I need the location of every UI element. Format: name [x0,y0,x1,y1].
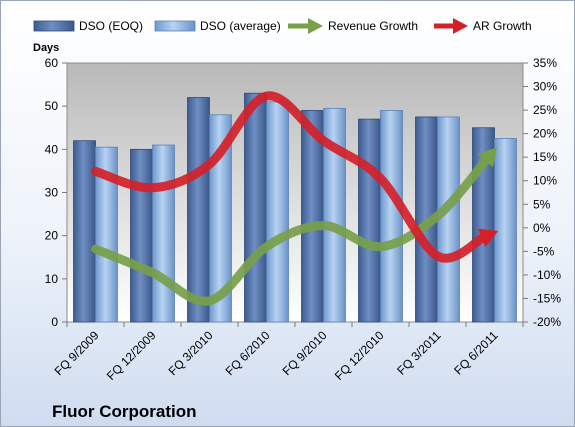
legend: DSO (EOQ) DSO (average) Revenue Growth A… [33,18,532,34]
y-left-tick-label: 40 [45,142,59,156]
bar-dso-average [95,146,118,323]
x-tick-label: FQ 6/2011 [451,328,501,378]
legend-label-ar-growth: AR Growth [473,19,532,33]
y-right-tick-label: 0% [533,221,551,235]
y-right-tick-label: -20% [533,315,561,329]
legend-swatch-dso-average [154,20,196,32]
chart-title: Fluor Corporation [52,402,196,421]
bar-dso-average [209,114,232,323]
y-right-tick-label: 35% [533,56,557,70]
x-tick-label: FQ 12/2010 [332,328,387,383]
bar-dso-eoq [244,92,267,323]
legend-item-revenue-growth: Revenue Growth [288,18,418,34]
x-tick-label: FQ 6/2010 [223,328,273,378]
legend-item-dso-average: DSO (average) [154,19,281,33]
series-line-ar-growth [91,91,489,263]
legend-item-ar-growth: AR Growth [434,18,532,34]
series-arrowhead-revenue-growth [477,147,498,168]
y-left-tick-label: 20 [45,229,59,243]
bar-dso-eoq [73,140,96,323]
legend-arrowhead-ar-growth [453,18,468,34]
bar-dso-average [323,107,346,323]
series-line-revenue-growth [91,153,492,306]
bar-dso-average [380,110,403,323]
legend-item-dso-eoq: DSO (EOQ) [33,19,143,33]
y-left-tick-label: 0 [51,315,58,329]
x-tick-label: FQ 3/2010 [166,328,216,378]
bar-dso-average [494,138,517,323]
legend-label-revenue-growth: Revenue Growth [328,19,418,33]
legend-arrowhead-revenue-growth [308,18,323,34]
y-right-tick-label: -15% [533,291,561,305]
legend-swatch-dso-eoq [33,20,75,32]
y-left-tick-label: 10 [45,272,59,286]
legend-label-dso-average: DSO (average) [200,19,281,33]
x-tick-label: FQ 9/2010 [280,328,330,378]
y-right-tick-label: -5% [533,244,555,258]
bar-dso-average [266,101,289,323]
x-tick-label: FQ 3/2011 [394,328,444,378]
y-left-tick-label: 60 [45,56,59,70]
bar-dso-average [437,116,460,323]
bar-dso-eoq [358,118,381,323]
series-arrowhead-ar-growth [477,228,499,248]
y-left-tick-label: 30 [45,186,59,200]
y-right-tick-label: 20% [533,127,557,141]
x-tick-label: FQ 12/2009 [104,328,159,383]
y-right-tick-label: 10% [533,174,557,188]
y-right-tick-label: 25% [533,103,557,117]
x-tick-label: FQ 9/2009 [52,328,102,378]
legend-label-dso-eoq: DSO (EOQ) [79,19,143,33]
y-left-axis-title: Days [33,42,59,54]
y-left-tick-label: 50 [45,99,59,113]
bar-dso-average [152,144,175,323]
bar-dso-eoq [130,148,153,323]
y-right-tick-label: -10% [533,268,561,282]
y-right-tick-label: 5% [533,197,551,211]
y-right-tick-label: 30% [533,80,557,94]
bar-dso-eoq [187,97,210,323]
y-right-tick-label: 15% [533,150,557,164]
